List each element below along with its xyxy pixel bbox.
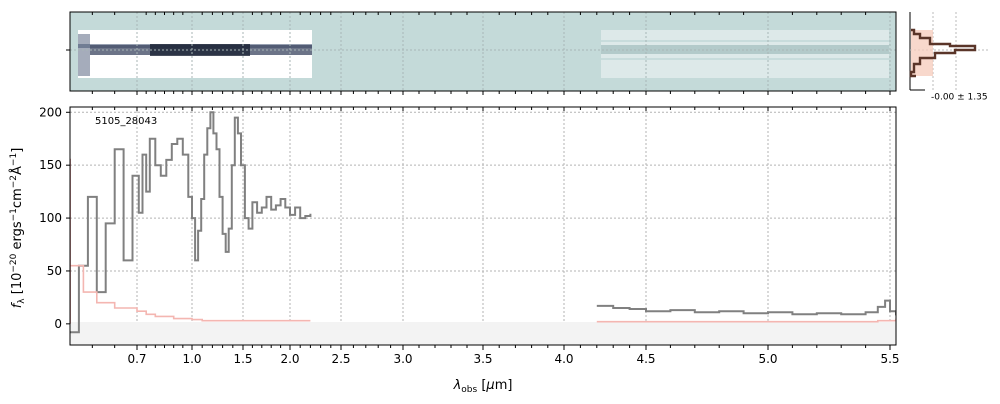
x-tick-label: 1.0 [182, 352, 201, 366]
x-tick-label: 1.5 [233, 352, 252, 366]
x-tick-label: 2.5 [331, 352, 350, 366]
x-tick-label: 5.5 [880, 352, 899, 366]
y-tick-label: 50 [47, 264, 62, 278]
x-tick-label: 4.0 [554, 352, 573, 366]
series-line-1 [596, 299, 896, 316]
series-line-2 [70, 264, 311, 322]
object-label: 5105_28043 [95, 116, 157, 127]
x-tick-label: 0.7 [127, 352, 146, 366]
trace-red-line-1 [601, 40, 889, 42]
trace-red-line-2 [601, 58, 889, 60]
series-group [70, 111, 896, 334]
spectrum-2d-panel [66, 11, 897, 95]
x-tick-label: 3.5 [473, 352, 492, 366]
spectrum-1d-panel: 0 50 100 150 200 0.7 1.0 1.5 2.0 2.5 3.0 3.5 4.0 4.5… [9, 105, 900, 395]
y-axis-label: fλ [10−20 ergs−1cm−2Å−1] [9, 148, 27, 309]
series-line-3 [596, 318, 896, 323]
y-tick-label: 150 [39, 158, 62, 172]
zero-band [70, 322, 896, 345]
main-frame [69, 106, 897, 346]
spectrum-2d-ticks [91, 12, 891, 95]
histogram-steps [909, 28, 977, 78]
y-tick-label: 100 [39, 211, 62, 225]
y-tick-label: 0 [54, 317, 62, 331]
y-tick-label: 200 [39, 105, 62, 119]
main-grid [70, 107, 896, 345]
x-tick-label: 3.0 [393, 352, 412, 366]
histogram-panel: -0.00 ± 1.35 [909, 12, 990, 103]
x-tick-label: 5.0 [758, 352, 777, 366]
histogram-label: -0.00 ± 1.35 [931, 93, 988, 103]
main-ticks [66, 107, 891, 350]
x-tick-labels: 0.7 1.0 1.5 2.0 2.5 3.0 3.5 4.0 4.5 5.0 5.5 [127, 352, 899, 366]
x-axis-label: λobs [μm] [453, 378, 513, 395]
y-tick-labels: 0 50 100 150 200 [39, 105, 62, 331]
spectrum-2d-grid [70, 12, 896, 91]
trace-red-core [601, 45, 889, 54]
x-tick-label: 4.5 [636, 352, 655, 366]
x-tick-label: 2.0 [280, 352, 299, 366]
trace-band-edge [78, 34, 90, 76]
series-line-0 [70, 111, 312, 334]
